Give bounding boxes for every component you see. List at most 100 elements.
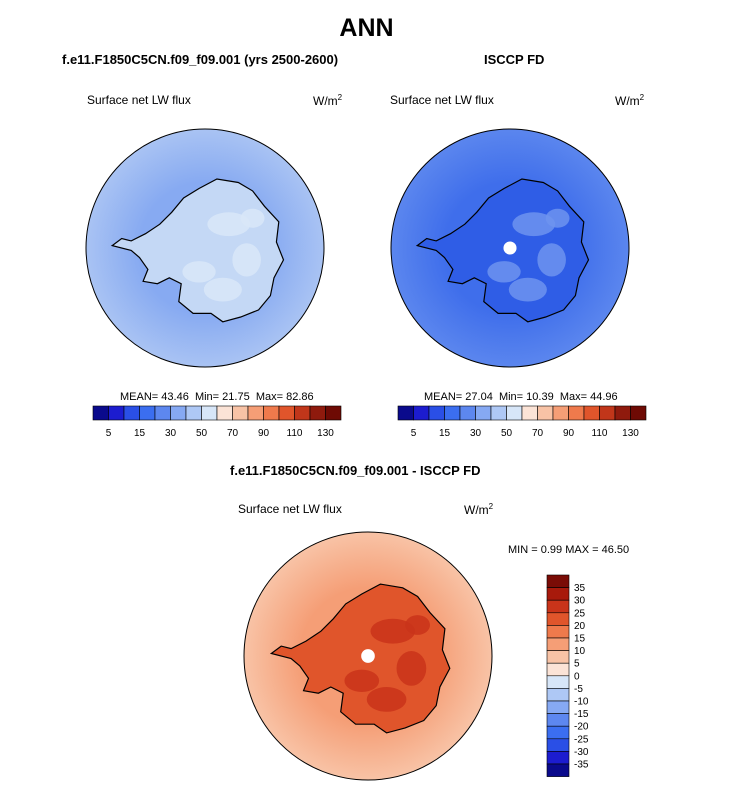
- colorbar-tick-label: 30: [470, 428, 482, 439]
- colorbar-box: [546, 662, 570, 677]
- colorbar-tick-label: 35: [574, 583, 586, 594]
- colorbar-tick-label: 5: [574, 659, 580, 670]
- colorbar-tick-label: 70: [227, 428, 239, 439]
- colorbar-tick-label: -25: [574, 734, 589, 745]
- panel2-map: [390, 128, 630, 368]
- colorbar-box: [599, 405, 616, 421]
- map-border: [85, 128, 325, 368]
- colorbar-box: [552, 405, 569, 421]
- colorbar-box: [247, 405, 264, 421]
- diff-title: f.e11.F1850C5CN.f09_f09.001 - ISCCP FD: [230, 463, 481, 478]
- colorbar-box: [546, 587, 570, 601]
- colorbar-box: [546, 700, 570, 714]
- colorbar-box: [546, 763, 570, 777]
- colorbar-tick-label: 30: [165, 428, 177, 439]
- colorbar-tick-label: 20: [574, 621, 586, 632]
- colorbar-tick-label: 130: [622, 428, 639, 439]
- colorbar-tick-label: 90: [563, 428, 575, 439]
- colorbar-tick-label: 15: [134, 428, 146, 439]
- colorbar-box: [108, 405, 125, 421]
- colorbar-box: [278, 405, 295, 421]
- colorbar-tick-label: 25: [574, 608, 586, 619]
- colorbar-box: [546, 688, 570, 702]
- colorbar-box: [630, 405, 647, 421]
- colorbar-tick-label: 0: [574, 671, 580, 682]
- field-patch: [240, 208, 265, 228]
- field-patch: [396, 651, 427, 686]
- colorbar-box: [216, 405, 233, 421]
- colorbar-box: [614, 405, 631, 421]
- colorbar-box: [185, 405, 202, 421]
- colorbar-box: [170, 405, 187, 421]
- colorbar-box: [568, 405, 585, 421]
- colorbar-tick-label: 15: [574, 634, 586, 645]
- field-patch: [344, 669, 380, 692]
- main-title: ANN: [339, 14, 394, 42]
- field-patch: [182, 261, 216, 283]
- field-patch: [370, 618, 416, 644]
- field-patch: [537, 243, 566, 277]
- panel2-colorbar: 5 15 30 50 70 90 110 130: [397, 405, 647, 439]
- field-patch: [545, 208, 570, 228]
- colorbar-tick-label: -10: [574, 697, 589, 708]
- field-patch: [508, 277, 547, 302]
- field-patch: [366, 687, 407, 712]
- colorbar-tick-label: 70: [532, 428, 544, 439]
- coastline: [269, 583, 451, 734]
- panel1-variable-label: Surface net LW flux: [87, 93, 191, 107]
- colorbar-box: [413, 405, 430, 421]
- colorbar-box: [232, 405, 249, 421]
- panel3-units-label: W/m2: [464, 502, 494, 517]
- colorbar-box: [583, 405, 600, 421]
- colorbar-box: [325, 405, 342, 421]
- pole-hole: [503, 241, 517, 255]
- panel2-variable-label: Surface net LW flux: [390, 93, 494, 107]
- panel3-map: [243, 531, 493, 781]
- map-border: [243, 531, 493, 781]
- colorbar-tick-label: 110: [287, 428, 303, 439]
- colorbar-box: [546, 599, 570, 614]
- colorbar-box: [546, 625, 570, 639]
- colorbar-tick-label: 5: [411, 428, 417, 439]
- colorbar-box: [475, 405, 492, 421]
- colorbar-box: [546, 612, 570, 626]
- panel1-map: [85, 128, 325, 368]
- colorbar-tick-label: 15: [439, 428, 451, 439]
- colorbar-box: [263, 405, 280, 421]
- panel3-stats: MIN = 0.99 MAX = 46.50: [508, 544, 630, 556]
- panel1-colorbar: 5 15 30 50 70 90 110 130: [92, 405, 342, 439]
- panel2-stats: MEAN= 27.04 Min= 10.39 Max= 44.96: [424, 391, 618, 403]
- colorbar-box: [546, 637, 570, 651]
- colorbar-box: [309, 405, 326, 421]
- colorbar-box: [459, 405, 476, 421]
- colorbar-tick-label: 10: [574, 646, 586, 657]
- colorbar-box: [154, 405, 171, 421]
- colorbar-box: [546, 675, 570, 689]
- field-patch: [512, 212, 556, 237]
- colorbar-tick-label: -15: [574, 709, 589, 720]
- field-patch: [203, 277, 242, 302]
- colorbar-box: [521, 405, 538, 421]
- colorbar-box: [444, 405, 461, 421]
- colorbar-tick-label: 130: [317, 428, 334, 439]
- colorbar-box: [546, 738, 570, 752]
- colorbar-box: [201, 405, 218, 421]
- colorbar-box: [537, 405, 554, 421]
- colorbar-tick-label: -20: [574, 722, 589, 733]
- colorbar-box: [546, 751, 570, 765]
- colorbar-box: [546, 713, 570, 727]
- colorbar-box: [139, 405, 156, 421]
- colorbar-box: [397, 405, 414, 421]
- colorbar-box: [546, 725, 570, 740]
- colorbar-tick-label: 5: [106, 428, 112, 439]
- colorbar-tick-label: -35: [574, 760, 589, 771]
- colorbar-box: [506, 405, 523, 421]
- colorbar-box: [428, 405, 445, 421]
- coastline: [415, 178, 590, 323]
- panel1-units-label: W/m2: [313, 93, 343, 108]
- colorbar-box: [294, 405, 311, 421]
- colorbar-box: [92, 405, 109, 421]
- panel2-units-label: W/m2: [615, 93, 645, 108]
- field-patch: [405, 615, 430, 635]
